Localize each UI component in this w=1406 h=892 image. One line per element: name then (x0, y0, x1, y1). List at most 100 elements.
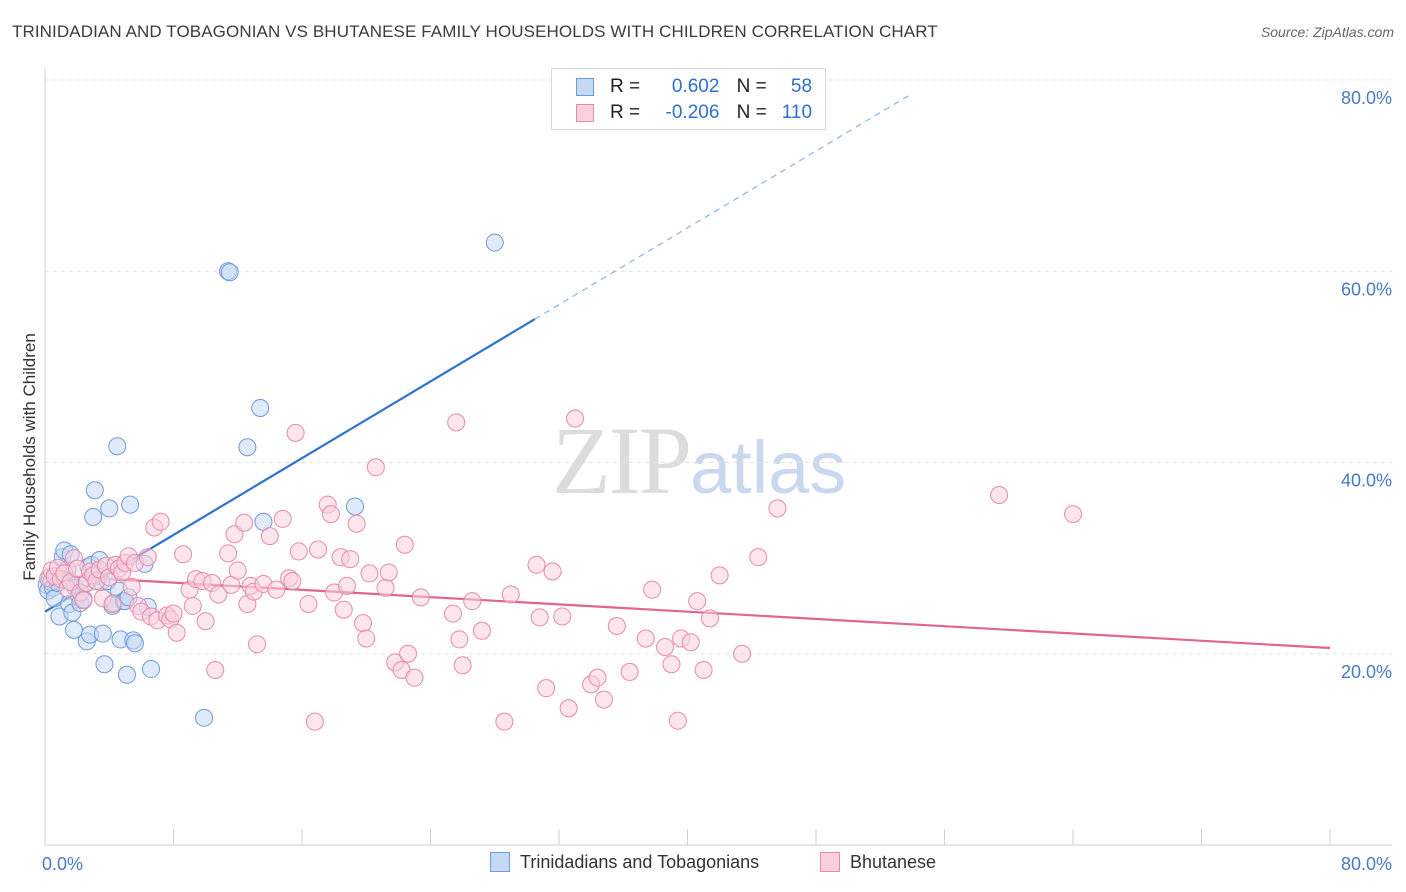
data-point (607, 617, 626, 636)
r-label: R = (610, 76, 641, 97)
data-point (495, 712, 514, 731)
legend-swatch-pink (576, 104, 594, 122)
data-point (376, 578, 395, 597)
data-point (354, 614, 373, 633)
r-value: -0.206 (665, 102, 720, 123)
data-point (220, 263, 239, 282)
bottom-legend-bhutanese: Bhutanese (820, 852, 936, 873)
data-point (267, 580, 286, 599)
data-point (453, 656, 472, 675)
data-point (643, 580, 662, 599)
data-point (117, 665, 136, 684)
y-tick-label: 40.0% (1341, 471, 1392, 491)
data-point (164, 604, 183, 623)
data-point (209, 585, 228, 604)
data-point (138, 548, 157, 567)
data-point (273, 509, 292, 528)
data-point (334, 600, 353, 619)
data-point (463, 592, 482, 611)
data-point (108, 437, 127, 456)
data-point (450, 630, 469, 649)
data-point (174, 545, 193, 564)
data-point (219, 544, 238, 563)
data-point (537, 679, 556, 698)
tick-labels: 20.0% 40.0% 60.0% 80.0% 0.0% 80.0% (42, 88, 1392, 874)
data-point (100, 499, 119, 518)
data-point (283, 572, 302, 591)
data-point (228, 561, 247, 580)
y-tick-label: 60.0% (1341, 279, 1392, 299)
legend-swatch-blue (490, 852, 510, 872)
data-point (357, 629, 376, 648)
data-point (360, 564, 379, 583)
data-point (620, 662, 639, 681)
data-point (472, 621, 491, 640)
chart-title: TRINIDADIAN AND TOBAGONIAN VS BHUTANESE … (12, 22, 938, 41)
data-point (681, 633, 700, 652)
data-point (395, 535, 414, 554)
data-point (93, 624, 112, 643)
series-bhutanese (39, 409, 1082, 731)
data-point (183, 596, 202, 615)
data-point (366, 458, 385, 477)
data-point (196, 612, 215, 631)
r-value: 0.602 (671, 76, 720, 97)
data-point (485, 233, 504, 252)
data-point (346, 497, 365, 516)
data-point (447, 413, 466, 432)
data-point (553, 607, 572, 626)
data-point (321, 505, 340, 524)
data-point (74, 591, 93, 610)
data-point (84, 508, 103, 527)
legend-label: Bhutanese (850, 852, 937, 872)
data-point (309, 540, 328, 559)
axes (44, 68, 1392, 846)
data-point (443, 604, 462, 623)
data-point (530, 608, 549, 627)
data-point (347, 514, 366, 533)
n-label: N = (736, 76, 767, 97)
data-point (121, 495, 140, 514)
data-point (238, 438, 257, 457)
data-point (694, 661, 713, 680)
data-point (594, 690, 613, 709)
data-point (337, 576, 356, 595)
y-tick-label: 20.0% (1341, 662, 1392, 682)
y-axis-label: Family Households with Children (20, 333, 39, 581)
data-point (225, 525, 244, 544)
data-point (103, 595, 122, 614)
x-tick-label: 0.0% (42, 854, 83, 874)
data-point (559, 699, 578, 718)
data-point (260, 527, 279, 546)
correlation-legend: R = 0.602 N = 58 R = -0.206 N = 110 (551, 68, 826, 130)
bottom-legend-trinidadian: Trinidadians and Tobagonians (490, 852, 759, 873)
data-point (195, 708, 214, 727)
data-point (566, 409, 585, 428)
data-point (142, 660, 161, 679)
data-point (251, 398, 270, 417)
data-point (299, 595, 318, 614)
legend-swatch-pink (820, 852, 840, 872)
trend-line-extension (534, 94, 910, 320)
data-point (286, 423, 305, 442)
series-trinidadian (37, 233, 504, 727)
data-point (151, 512, 170, 531)
data-point (248, 635, 267, 654)
x-tick-label: 80.0% (1341, 854, 1392, 874)
data-point (527, 555, 546, 574)
watermark: ZIPatlas (552, 405, 846, 516)
data-point (668, 711, 687, 730)
data-point (85, 481, 104, 500)
data-points (37, 233, 1082, 731)
watermark-atlas: atlas (690, 426, 847, 509)
data-point (411, 588, 430, 607)
data-point (990, 486, 1009, 505)
data-point (305, 712, 324, 731)
data-point (95, 655, 114, 674)
legend-swatch-blue (576, 78, 594, 96)
legend-label: Trinidadians and Tobagonians (520, 852, 760, 872)
r-label: R = (610, 102, 641, 123)
data-point (289, 542, 308, 561)
data-point (167, 623, 186, 642)
